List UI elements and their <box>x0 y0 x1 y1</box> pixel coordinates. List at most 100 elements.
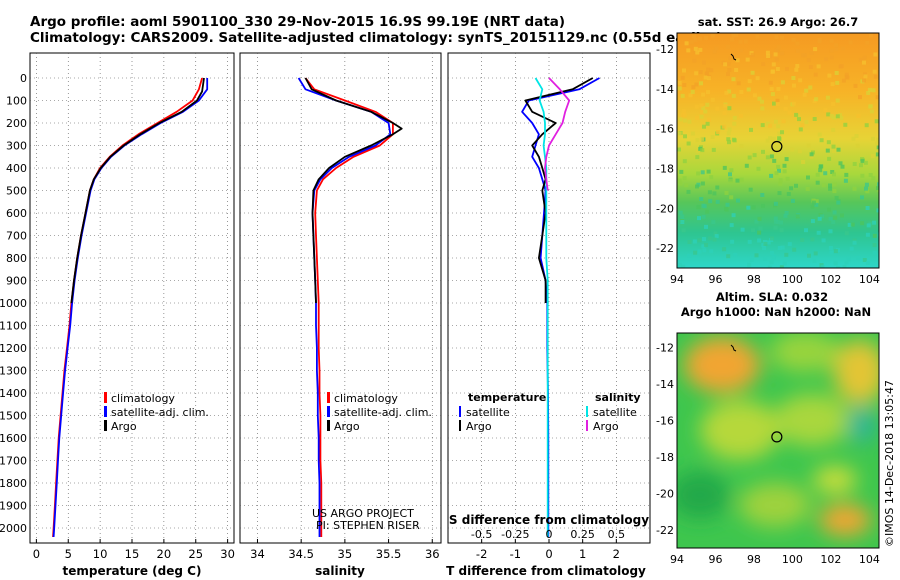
sst-pixel <box>761 203 765 208</box>
sst-pixel <box>715 185 720 190</box>
sst-pixel <box>747 239 752 244</box>
sst-pixel <box>681 264 686 268</box>
sst-pixel <box>865 189 870 194</box>
sst-pixel <box>818 168 823 173</box>
sst-pixel <box>795 64 800 68</box>
sst-map-image <box>677 33 879 268</box>
sst-pixel <box>866 223 871 228</box>
depth-tick-label: 200 <box>6 117 27 130</box>
sst-pixel <box>736 81 741 86</box>
title-line-1: Argo profile: aoml 5901100_330 29-Nov-20… <box>30 14 565 30</box>
sst-pixel <box>781 119 786 124</box>
sst-pixel <box>743 39 748 44</box>
sst-pixel <box>773 201 778 206</box>
sst-pixel <box>678 117 683 122</box>
depth-tick-label: 300 <box>6 140 27 153</box>
sst-pixel <box>716 130 721 134</box>
map-y-tick-label: -20 <box>656 202 674 215</box>
sst-pixel <box>844 231 849 236</box>
sst-pixel <box>699 103 704 108</box>
series-line-argo <box>70 77 205 304</box>
sst-pixel <box>682 113 687 118</box>
map-x-tick-label: 94 <box>670 273 684 286</box>
series-layer <box>52 77 600 538</box>
salinity-difference-axis-title: S difference from climatology <box>449 513 649 527</box>
sst-pixel <box>700 181 705 186</box>
sst-pixel <box>768 80 773 85</box>
legend-label-argo: Argo <box>334 420 360 433</box>
sst-pixel <box>787 242 792 247</box>
sst-pixel <box>694 104 699 109</box>
sst-pixel <box>679 169 684 174</box>
sst-pixel <box>734 68 739 72</box>
sst-pixel <box>693 250 698 255</box>
sst-pixel <box>774 57 779 62</box>
sst-pixel <box>829 48 834 53</box>
sst-pixel <box>804 120 809 125</box>
map-y-tick-label: -22 <box>656 524 674 537</box>
depth-tick-label: 800 <box>6 252 27 265</box>
sst-pixel <box>761 149 765 154</box>
sst-pixel <box>832 172 836 177</box>
sst-pixel <box>727 89 732 94</box>
sst-pixel <box>702 237 706 242</box>
sst-pixel <box>840 213 844 218</box>
sla-island-marks <box>730 344 737 352</box>
sst-pixel <box>784 157 789 162</box>
sst-pixel <box>828 186 833 191</box>
sst-pixel <box>777 137 782 142</box>
sst-pixel <box>699 110 704 115</box>
sst-pixel <box>768 136 772 141</box>
legend-label-s-argo: Argo <box>593 420 619 433</box>
sst-pixel <box>801 53 806 58</box>
sst-pixel <box>678 210 683 215</box>
sst-pixel <box>761 62 766 67</box>
sst-pixel <box>869 109 874 114</box>
map-y-tick-label: -18 <box>656 451 674 464</box>
sst-pixel <box>834 43 839 48</box>
sst-pixel <box>872 69 877 74</box>
sst-pixel <box>862 78 866 83</box>
sst-pixel <box>821 238 826 243</box>
sst-pixel <box>782 163 787 168</box>
sst-island-marks <box>730 53 737 61</box>
x-tick-label: 0 <box>33 547 40 561</box>
sst-pixel <box>765 155 770 160</box>
sst-pixel <box>839 115 844 120</box>
map-y-tick-label: -18 <box>656 162 674 175</box>
sst-pixel <box>695 50 700 55</box>
sst-pixel <box>838 161 843 166</box>
sst-pixel <box>713 231 718 236</box>
sst-pixel <box>802 92 807 97</box>
sst-pixel <box>810 204 815 209</box>
sst-pixel <box>731 137 736 142</box>
sst-pixel <box>698 146 703 151</box>
sst-pixel <box>771 62 776 67</box>
sst-pixel <box>836 200 841 205</box>
map-x-tick-label: 102 <box>820 273 841 286</box>
sst-pixel <box>715 106 720 111</box>
depth-tick-label: 700 <box>6 230 27 243</box>
sst-pixel <box>696 204 701 209</box>
secondary-x-tick-label: 0.25 <box>570 528 595 541</box>
sst-pixel <box>680 93 685 98</box>
sst-pixel <box>745 57 750 62</box>
sst-pixel <box>712 49 717 54</box>
map-y-tick-label: -14 <box>656 378 674 391</box>
depth-tick-label: 500 <box>6 185 27 198</box>
sst-pixel <box>778 181 783 186</box>
sst-pixel <box>784 211 789 215</box>
sst-pixel <box>765 138 770 143</box>
x-tick-label: 34.5 <box>288 547 314 561</box>
sst-pixel <box>680 75 685 80</box>
x-tick-label: -2 <box>476 547 487 561</box>
sst-pixel <box>773 225 778 230</box>
sst-pixel <box>752 153 757 158</box>
sst-pixel <box>819 138 824 143</box>
sst-pixel <box>731 93 736 98</box>
sst-pixel <box>682 159 687 164</box>
map-x-tick-label: 104 <box>859 553 880 566</box>
sst-pixel <box>792 247 797 252</box>
sst-pixel <box>820 264 825 268</box>
sst-pixel <box>812 117 817 121</box>
